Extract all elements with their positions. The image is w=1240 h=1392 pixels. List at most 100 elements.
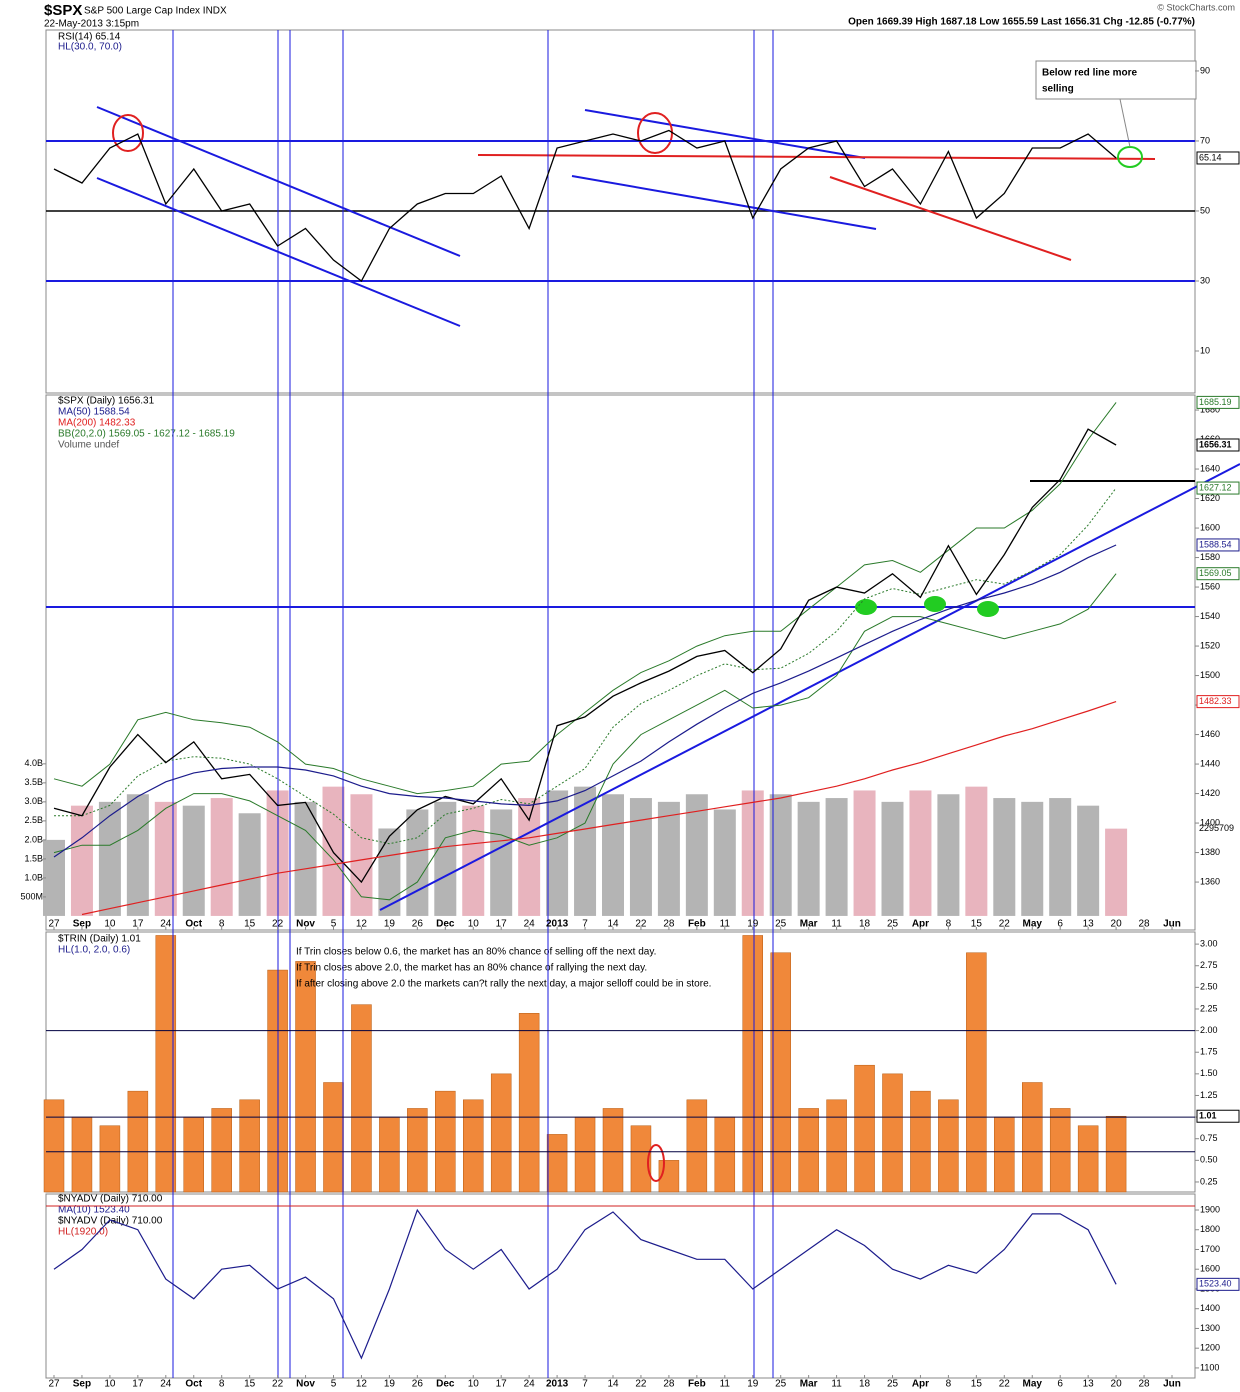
end-label: 65.14 (1199, 152, 1222, 162)
y2-tick-label: 3.0B (24, 796, 43, 806)
y-tick-label: 0.75 (1200, 1133, 1218, 1143)
end-label-box (1196, 695, 1240, 709)
x-tick-label: Mar (800, 919, 818, 930)
x-tick-label: Dec (436, 919, 455, 930)
trin-note: If Trin closes above 2.0, the market has… (296, 963, 647, 974)
x-tick-label: 28 (1138, 919, 1150, 930)
volume-bar (154, 801, 177, 916)
x-tick-label: 22 (635, 919, 647, 930)
x-tick-label: 19 (747, 1379, 759, 1390)
y-tick-label: 1400 (1200, 817, 1220, 827)
bar (630, 1125, 652, 1193)
bar (966, 952, 987, 1193)
bar (183, 1116, 204, 1193)
series-line (53, 544, 1117, 858)
y2-tick-label: 4.0B (24, 758, 43, 768)
series-line (53, 129, 1117, 282)
bar (1105, 1115, 1127, 1193)
y-tick-label: 0.50 (1200, 1155, 1218, 1165)
x-tick-label: 28 (1138, 1379, 1150, 1390)
bb-legend: BB(20,2.0) 1569.05 - 1627.12 - 1685.19 (58, 429, 235, 440)
x-tick-label: 22 (272, 1379, 284, 1390)
bar (127, 1090, 149, 1193)
trendline (584, 109, 866, 159)
x-tick-label: 7 (582, 1379, 588, 1390)
volume-bar (406, 809, 429, 916)
x-tick-label: Nov (296, 919, 315, 930)
volume-bar (937, 794, 960, 916)
volume-bar (881, 801, 904, 916)
end-label: 1656.31 (1199, 439, 1232, 449)
bar (994, 1116, 1015, 1193)
y-tick-label: 90 (1200, 65, 1210, 75)
x-tick-label: 8 (946, 1379, 952, 1390)
bar (379, 1116, 400, 1193)
x-tick-label: 10 (104, 919, 116, 930)
y-tick-label: 2.75 (1200, 960, 1218, 970)
x-tick-label: 8 (946, 919, 952, 930)
end-label: 1685.19 (1199, 397, 1232, 407)
x-tick-label: Dec (436, 1379, 455, 1390)
bar (854, 1064, 875, 1193)
callout-pointer (1119, 98, 1131, 148)
x-tick-label: 17 (496, 919, 508, 930)
y-tick-label: 1620 (1200, 493, 1220, 503)
y-tick-label: 3.00 (1200, 938, 1218, 948)
y-tick-label: 1500 (1200, 670, 1220, 680)
bar (71, 1116, 93, 1193)
trendline (379, 463, 1240, 911)
y-tick-label: 1580 (1200, 552, 1220, 562)
x-tick-label: 15 (971, 919, 983, 930)
bollinger-lower (53, 573, 1117, 901)
y2-tick-label: 1.0B (24, 872, 43, 882)
y-tick-label: 1460 (1200, 729, 1220, 739)
y-tick-label: 1520 (1200, 640, 1220, 650)
x-tick-label: Sep (73, 1379, 91, 1390)
y-tick-label: 0.25 (1200, 1176, 1218, 1186)
red-line (477, 154, 1156, 160)
rsi-legend: RSI(14) 65.14 (58, 32, 121, 43)
y-tick-label: 1380 (1200, 847, 1220, 857)
quote: Open 1669.39 High 1687.18 Low 1655.59 La… (848, 17, 1195, 28)
end-label: 1569.05 (1199, 568, 1232, 578)
volume-bar (126, 794, 149, 916)
x-tick-label: 8 (219, 919, 225, 930)
trin-note: If after closing above 2.0 the markets c… (296, 979, 711, 990)
annotations: Below red line more selling (46, 30, 1240, 1378)
x-tick-label: Jun (1163, 919, 1181, 930)
volume-bar (629, 798, 652, 916)
x-tick-label: 5 (331, 1379, 337, 1390)
volume-bar (853, 790, 876, 916)
y-tick-label: 1360 (1200, 876, 1220, 886)
volume-bar (797, 801, 820, 916)
end-label-box (1196, 1277, 1240, 1291)
y-tick-label: 1680 (1200, 404, 1220, 414)
y-tick-label: 1540 (1200, 611, 1220, 621)
end-label-box (1196, 481, 1240, 495)
x-tick-label: 24 (524, 919, 536, 930)
callout-text: selling (1042, 84, 1074, 95)
bar (910, 1090, 931, 1193)
volume-bar (378, 828, 401, 916)
bar (770, 952, 791, 1193)
red-line (829, 176, 1072, 261)
y-tick-label: 1.75 (1200, 1047, 1218, 1057)
y2-tick-label: 1.5B (24, 853, 43, 863)
x-tick-label: 22 (635, 1379, 647, 1390)
nyadv-frame (45, 1193, 1196, 1379)
x-tick-label: 15 (244, 1379, 256, 1390)
y-tick-label: 1640 (1200, 463, 1220, 473)
bar (882, 1073, 903, 1193)
x-tick-label: Sep (73, 919, 91, 930)
bar (546, 1134, 568, 1193)
y-tick-label: 10 (1200, 345, 1210, 355)
y-tick-label: 1420 (1200, 788, 1220, 798)
x-tick-label: 2013 (546, 1379, 569, 1390)
volume-legend: Volume undef (58, 440, 119, 451)
series-line (53, 428, 1117, 884)
volume-bar (1077, 805, 1100, 916)
nyadv-hl-legend: HL(1920.0) (58, 1227, 108, 1238)
volume-bar (574, 786, 597, 916)
rsi-hl-legend: HL(30.0, 70.0) (58, 42, 122, 53)
end-label-box (1196, 538, 1240, 552)
